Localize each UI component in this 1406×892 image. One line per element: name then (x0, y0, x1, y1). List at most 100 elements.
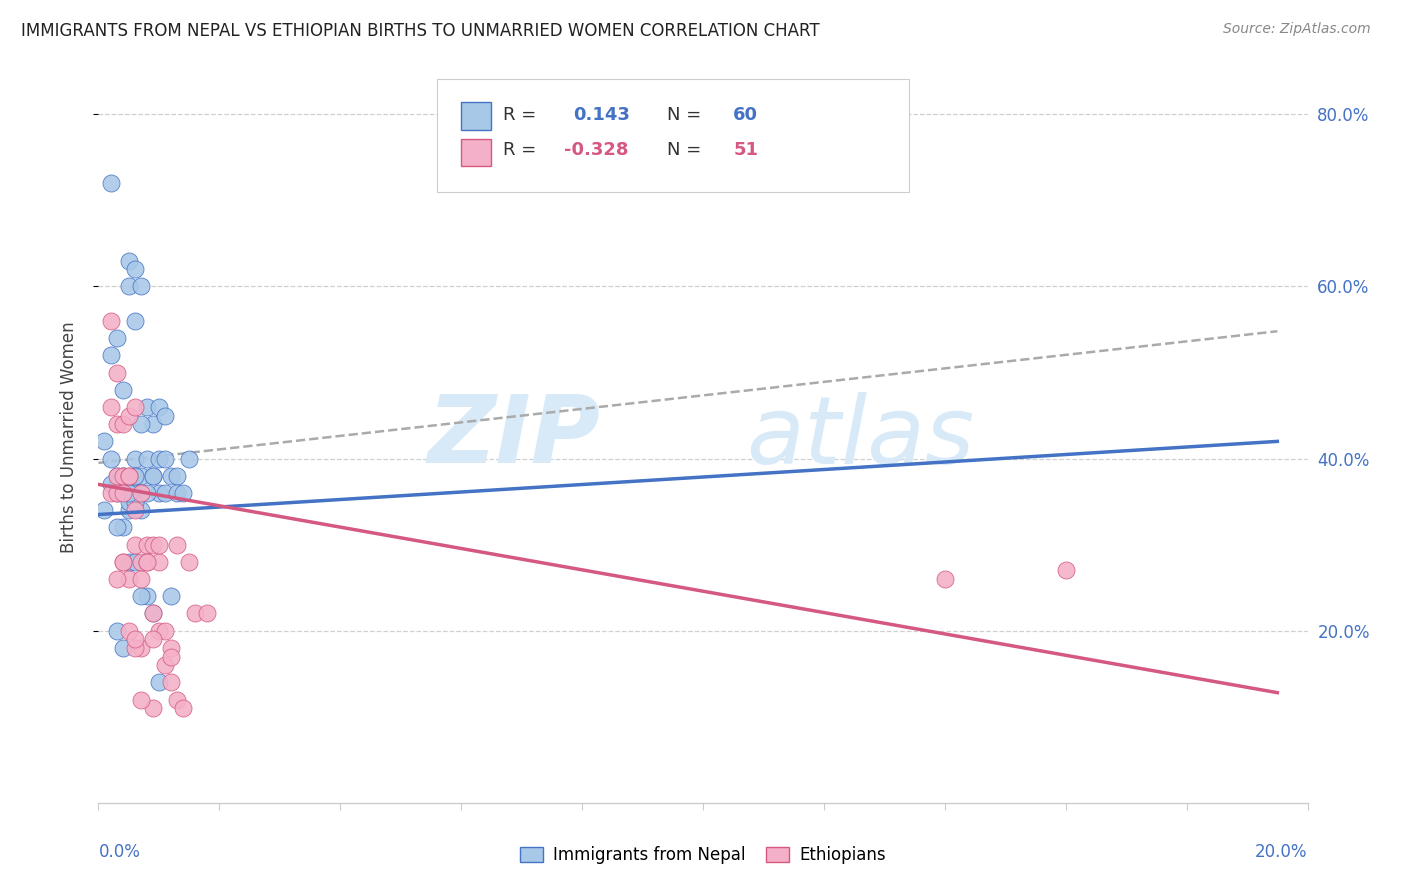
Point (179, 555, 201, 569)
Point (148, 675, 170, 690)
Point (105, 468, 128, 483)
Point (124, 538, 146, 552)
Point (105, 572, 128, 586)
Point (129, 589, 152, 603)
Y-axis label: Births to Unmarried Women: Births to Unmarried Women (59, 321, 77, 553)
Point (129, 692, 152, 706)
Point (111, 468, 134, 483)
Point (111, 555, 134, 569)
Text: N =: N = (666, 141, 702, 160)
Point (118, 409, 141, 423)
Point (111, 383, 134, 397)
Point (118, 468, 141, 483)
Point (160, 640, 183, 655)
Point (124, 503, 146, 517)
Point (93, 434, 115, 449)
Point (105, 366, 128, 380)
Point (118, 486, 141, 500)
Point (166, 468, 188, 483)
Point (160, 468, 183, 483)
Point (124, 400, 146, 414)
Point (160, 675, 183, 690)
Point (105, 486, 128, 500)
Point (105, 520, 128, 534)
Point (1054, 564, 1077, 578)
Point (118, 486, 141, 500)
FancyBboxPatch shape (437, 78, 908, 192)
Point (100, 348, 122, 362)
Point (142, 701, 165, 715)
Point (184, 607, 207, 621)
Point (124, 468, 146, 483)
Text: Source: ZipAtlas.com: Source: ZipAtlas.com (1223, 22, 1371, 37)
Point (111, 640, 134, 655)
Point (100, 451, 122, 466)
Point (105, 417, 128, 432)
Point (142, 607, 165, 621)
Text: 20.0%: 20.0% (1256, 843, 1308, 861)
Point (105, 486, 128, 500)
Text: atlas: atlas (747, 392, 974, 483)
Point (934, 572, 956, 586)
Point (148, 400, 170, 414)
Point (118, 555, 141, 569)
Point (124, 640, 146, 655)
Point (153, 486, 176, 500)
Point (160, 589, 183, 603)
Point (160, 649, 183, 664)
FancyBboxPatch shape (461, 138, 492, 167)
Point (100, 486, 122, 500)
Point (124, 262, 146, 277)
Point (129, 468, 152, 483)
Point (118, 503, 141, 517)
Point (135, 400, 157, 414)
Point (172, 701, 194, 715)
Point (118, 468, 141, 483)
Point (129, 417, 152, 432)
Point (195, 607, 218, 621)
Point (153, 624, 176, 638)
Point (111, 468, 134, 483)
Point (142, 468, 165, 483)
Point (129, 486, 152, 500)
Point (148, 624, 170, 638)
Point (135, 589, 157, 603)
Text: N =: N = (666, 106, 702, 124)
Text: 51: 51 (734, 141, 758, 160)
Point (135, 555, 157, 569)
Point (124, 494, 146, 508)
Point (129, 503, 152, 517)
Point (166, 486, 188, 500)
Point (100, 400, 122, 414)
Point (93, 503, 115, 517)
Point (118, 572, 141, 586)
Point (148, 555, 170, 569)
Point (100, 176, 122, 190)
Text: ZIP: ZIP (427, 391, 600, 483)
Point (124, 555, 146, 569)
Text: 60: 60 (734, 106, 758, 124)
Point (105, 468, 128, 483)
Point (142, 632, 165, 647)
Legend: Immigrants from Nepal, Ethiopians: Immigrants from Nepal, Ethiopians (520, 846, 886, 864)
Point (153, 409, 176, 423)
Point (148, 451, 170, 466)
Text: R =: R = (503, 106, 537, 124)
Point (166, 538, 188, 552)
Point (153, 658, 176, 673)
Point (179, 451, 201, 466)
Point (124, 632, 146, 647)
Point (105, 477, 128, 491)
Point (124, 468, 146, 483)
Point (135, 486, 157, 500)
FancyBboxPatch shape (461, 102, 492, 130)
Point (111, 520, 134, 534)
Point (124, 314, 146, 328)
Point (135, 538, 157, 552)
Point (153, 451, 176, 466)
Point (135, 451, 157, 466)
Point (129, 555, 152, 569)
Point (111, 468, 134, 483)
Point (111, 555, 134, 569)
Point (129, 572, 152, 586)
